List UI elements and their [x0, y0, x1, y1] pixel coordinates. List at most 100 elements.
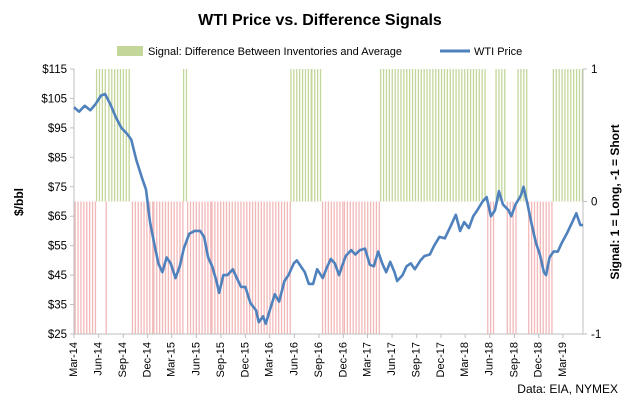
signal-bar [182, 69, 185, 202]
x-tick-label: Jun-17 [386, 342, 398, 376]
x-tick-label: Sep-14 [117, 342, 129, 377]
signal-bar [301, 69, 304, 202]
signal-bar [490, 201, 492, 334]
signal-bar [105, 201, 107, 334]
signal-bar [355, 201, 357, 334]
signal-bar [551, 201, 553, 334]
signal-bar [478, 69, 480, 202]
signal-bar [192, 201, 195, 334]
signal-bar [299, 69, 301, 202]
signal-bar [94, 201, 97, 334]
signal-bar [207, 201, 209, 334]
signal-bar [426, 69, 428, 202]
signal-bar [545, 201, 547, 334]
signal-segment-2 [105, 201, 107, 334]
signal-bar [327, 201, 329, 334]
signal-bar [423, 69, 425, 202]
x-tick-label: Dec-16 [337, 342, 349, 377]
signal-bar [149, 201, 151, 334]
x-tick-label: Jun-15 [190, 342, 202, 376]
signal-bar [189, 201, 192, 334]
signal-bar [140, 201, 142, 334]
signal-bar [352, 201, 354, 334]
signal-bar [385, 69, 388, 202]
signal-bar [487, 201, 489, 334]
signal-bar [283, 201, 286, 334]
signal-bar [561, 69, 563, 202]
signal-bar [319, 69, 322, 202]
signal-bar [406, 69, 408, 202]
signal-bar [116, 69, 119, 202]
signal-bar [512, 201, 514, 334]
x-tick-label: Mar-18 [459, 342, 471, 377]
signal-bar [533, 201, 536, 334]
signal-bar [400, 69, 402, 202]
signal-bar [573, 69, 575, 202]
left-tick-label: $95 [48, 123, 67, 135]
signal-bar [414, 69, 417, 202]
right-tick-label: 0 [591, 197, 597, 209]
signal-bar [321, 201, 324, 334]
signal-bar [204, 201, 206, 334]
signal-bar [501, 69, 503, 202]
source-note: Data: EIA, NYMEX [517, 382, 618, 396]
signal-bar [195, 201, 197, 334]
signal-segment-4 [131, 201, 154, 334]
signal-bar [575, 69, 578, 202]
signal-bar [475, 69, 478, 202]
right-tick-label: -1 [591, 329, 601, 341]
signal-bar [111, 69, 113, 202]
signal-bar [153, 201, 155, 334]
signal-bar [495, 69, 497, 202]
signal-bar [455, 69, 457, 202]
signal-bar [98, 69, 101, 202]
signal-bar [231, 201, 233, 334]
signal-bar [83, 201, 85, 334]
signal-bar [536, 201, 539, 334]
legend: Signal: Difference Between Inventories a… [117, 46, 522, 58]
x-tick-label: Sep-16 [313, 342, 325, 377]
signal-bar [509, 201, 511, 334]
signal-bar [446, 69, 449, 202]
signal-segment-10 [311, 69, 322, 202]
legend-label-price: WTI Price [474, 46, 522, 58]
left-tick-label: $105 [41, 93, 67, 105]
signal-bar [504, 69, 506, 202]
signal-bar [266, 201, 268, 334]
signal-bar [555, 69, 557, 202]
signal-bar [438, 69, 440, 202]
chart-title: WTI Price vs. Difference Signals [198, 12, 442, 29]
x-tick-label: Sep-17 [411, 342, 423, 377]
signal-bar [375, 201, 378, 334]
signal-bar [530, 201, 533, 334]
x-tick-label: Jun-14 [93, 342, 105, 376]
signal-bar [339, 201, 341, 334]
x-tick-label: Mar-14 [68, 342, 80, 377]
signal-bar [564, 69, 566, 202]
left-tick-label: $75 [48, 182, 67, 194]
left-tick-label: $45 [48, 270, 67, 282]
signal-bar [548, 201, 550, 334]
signal-bar [358, 201, 360, 334]
x-tick-label: Mar-17 [361, 342, 373, 377]
signal-bar [286, 201, 289, 334]
signal-bar [210, 201, 212, 334]
signal-bar [523, 69, 525, 202]
signal-bar [272, 201, 274, 334]
signal-bar [364, 201, 366, 334]
signal-bar [343, 201, 346, 334]
x-axis-ticks: Mar-14 Jun-14 Sep-14 Dec-14 Mar-15 Jun-15 Sep-… [68, 334, 569, 377]
signal-bar [108, 69, 110, 202]
signal-bar [263, 201, 265, 334]
x-tick-label: Dec-15 [239, 342, 251, 377]
signal-segment-6 [182, 69, 188, 202]
x-tick-label: Mar-16 [264, 342, 276, 377]
signal-segment-9 [290, 69, 312, 202]
signal-bar [361, 201, 363, 334]
signal-bar [137, 201, 139, 334]
signal-segment-19 [552, 69, 584, 202]
x-tick-label: Mar-15 [166, 342, 178, 377]
signal-bar [417, 69, 420, 202]
signal-bar [311, 69, 313, 202]
